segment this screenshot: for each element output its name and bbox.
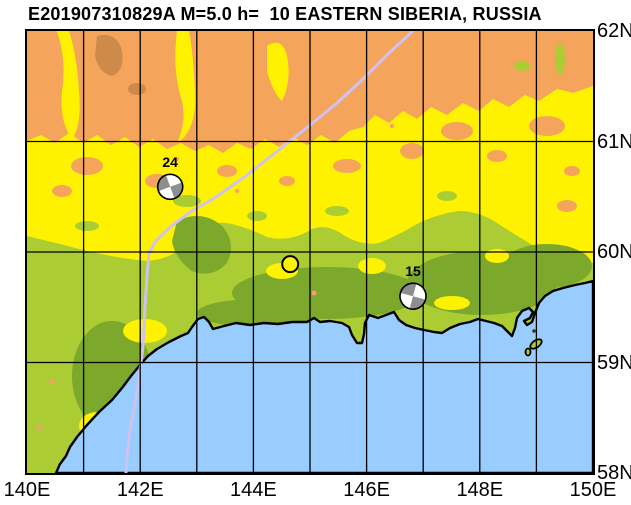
x-axis-tick-label: 148E	[456, 479, 504, 501]
y-axis-tick-label: 60N	[597, 241, 631, 263]
terrain-valleys	[57, 31, 289, 143]
y-axis-tick-label: 59N	[597, 351, 631, 374]
x-axis-tick-label: 140E	[3, 479, 51, 501]
page-title: E201907310829A M=5.0 h= 10 EASTERN SIBER…	[28, 4, 542, 24]
y-axis-tick-label: 61N	[597, 130, 631, 153]
focal-mechanism-beachball	[399, 282, 427, 311]
epicenter-circle	[281, 255, 300, 274]
focal-mechanism-beachball	[156, 173, 184, 201]
event-markers	[156, 173, 427, 311]
x-axis-tick-label: 146E	[343, 479, 390, 501]
map-frame	[25, 29, 595, 475]
map-canvas	[27, 31, 593, 473]
x-axis-tick-label: 144E	[230, 479, 277, 501]
graticule-grid	[27, 31, 593, 473]
x-axis-tick-label: 150E	[569, 479, 617, 501]
tectonic-line	[124, 31, 415, 473]
terrain-tan-patches	[95, 35, 146, 95]
x-axis-tick-label: 142E	[116, 479, 164, 501]
y-axis-tick-label: 58N	[597, 462, 631, 484]
event-count-label: 24	[162, 154, 178, 171]
y-axis-tick-label: 62N	[597, 20, 631, 42]
terrain-salmon-specks	[36, 124, 394, 431]
event-count-label: 15	[405, 263, 421, 280]
